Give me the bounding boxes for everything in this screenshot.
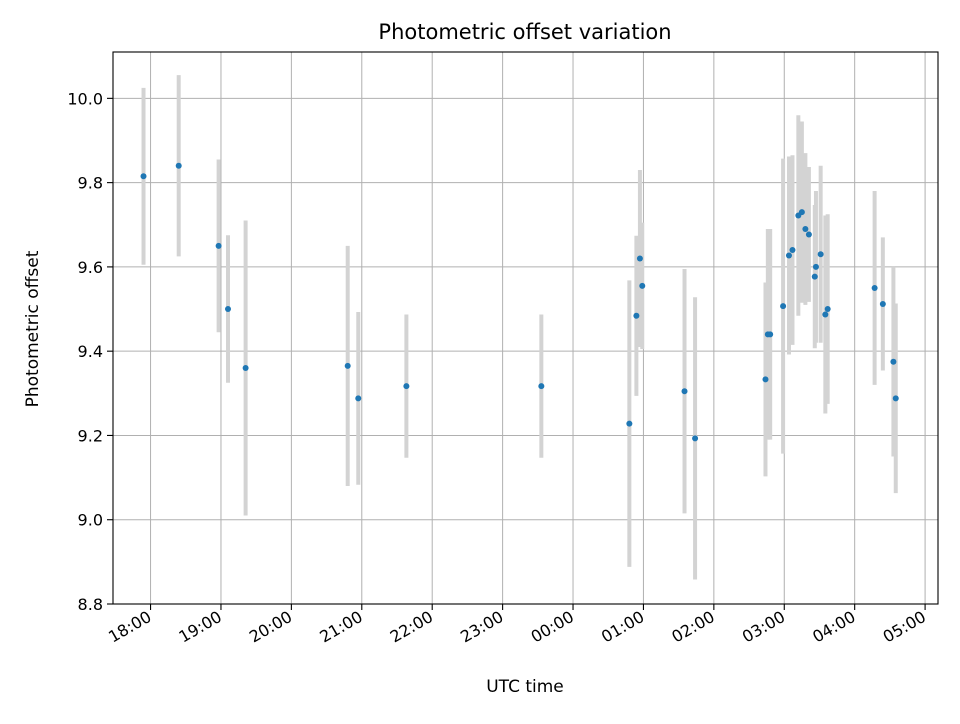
data-point (636, 255, 643, 262)
data-point (633, 312, 640, 319)
data-point (811, 273, 818, 280)
data-point (780, 303, 787, 310)
data-point (639, 282, 646, 289)
data-point (242, 365, 249, 372)
data-point (890, 358, 897, 365)
y-tick-label: 9.2 (78, 426, 103, 445)
y-axis-ticks: 8.8 9.0 9.2 9.4 9.6 9.8 10.0 (67, 89, 113, 614)
data-point (225, 306, 232, 313)
y-tick-label: 10.0 (67, 89, 103, 108)
data-point (403, 383, 410, 390)
chart-title: Photometric offset variation (378, 20, 671, 44)
x-axis-label: UTC time (486, 677, 564, 697)
data-point (871, 284, 878, 291)
data-point (175, 162, 182, 169)
plot-frame (112, 51, 939, 605)
data-point (140, 173, 147, 180)
y-tick-label: 9.6 (78, 258, 103, 277)
data-point (762, 376, 769, 383)
data-point (789, 247, 796, 254)
data-point (767, 331, 774, 338)
data-point (822, 311, 829, 318)
data-point (344, 362, 351, 369)
y-tick-label: 9.0 (78, 511, 103, 530)
y-tick-label: 8.8 (78, 595, 103, 614)
data-point (892, 395, 899, 402)
data-point (879, 300, 886, 307)
data-point (626, 420, 633, 427)
data-point (355, 395, 362, 402)
data-point (538, 383, 545, 390)
data-point (802, 225, 809, 232)
y-tick-label: 9.8 (78, 174, 103, 193)
data-point (798, 209, 805, 216)
data-point (824, 306, 831, 313)
y-tick-label: 9.4 (78, 342, 103, 361)
data-points (140, 162, 899, 442)
data-point (785, 252, 792, 259)
data-point (215, 242, 222, 249)
y-axis-label: Photometric offset (23, 250, 43, 407)
data-point (812, 263, 819, 270)
data-point (681, 388, 688, 395)
data-point (692, 435, 699, 442)
data-point (805, 231, 812, 238)
data-point (817, 251, 824, 258)
